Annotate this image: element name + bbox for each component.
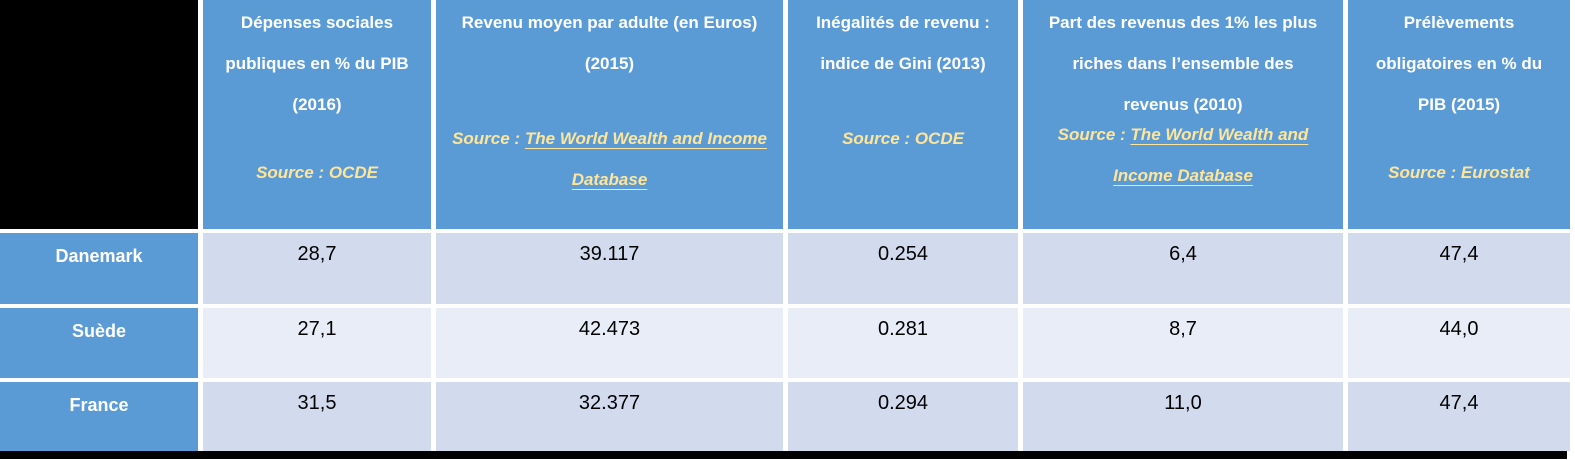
value-cell: 0.294 bbox=[788, 382, 1018, 451]
column-title-line: indice de Gini (2013) bbox=[820, 54, 986, 73]
source-prefix: Source : bbox=[452, 129, 525, 148]
value-cell: 31,5 bbox=[203, 382, 431, 451]
value-cell: 27,1 bbox=[203, 308, 431, 378]
column-title-line: PIB (2015) bbox=[1417, 95, 1501, 114]
column-title: Dépenses sociales publiques en % du PIB … bbox=[203, 0, 431, 125]
column-source: Source : OCDE bbox=[788, 118, 1018, 159]
column-title-line: Prélèvements bbox=[1403, 13, 1515, 32]
column-title: Revenu moyen par adulte (en Euros) (2015… bbox=[436, 0, 783, 84]
value-cell: 47,4 bbox=[1348, 382, 1570, 451]
value-cell: 44,0 bbox=[1348, 308, 1570, 378]
value-cell: 42.473 bbox=[436, 308, 783, 378]
source-prefix: Source : bbox=[842, 129, 915, 148]
column-title-line: riches dans l’ensemble des bbox=[1072, 54, 1294, 73]
column-source: Source : The World Wealth and Income Dat… bbox=[1023, 114, 1343, 196]
corner-cell bbox=[0, 0, 198, 229]
source-prefix: Source : bbox=[1057, 125, 1131, 144]
value-cell: 0.254 bbox=[788, 233, 1018, 304]
value-cell: 47,4 bbox=[1348, 233, 1570, 304]
column-title-line: (2015) bbox=[584, 54, 635, 73]
column-title: Prélèvements obligatoires en % du PIB (2… bbox=[1348, 0, 1570, 125]
value-cell: 0.281 bbox=[788, 308, 1018, 378]
value-cell: 28,7 bbox=[203, 233, 431, 304]
column-header-gini: Inégalités de revenu : indice de Gini (2… bbox=[788, 0, 1018, 229]
source-link[interactable]: The World Wealth and Income Database bbox=[524, 129, 767, 189]
source-name: OCDE bbox=[328, 163, 378, 182]
column-title-line: Dépenses sociales bbox=[240, 13, 394, 32]
column-title-line: Inégalités de revenu : bbox=[816, 13, 990, 32]
column-title-line: Part des revenus des 1% les plus bbox=[1048, 13, 1318, 32]
source-name: Eurostat bbox=[1460, 163, 1530, 182]
column-title-line: obligatoires en % du bbox=[1375, 54, 1543, 73]
source-prefix: Source : bbox=[1388, 163, 1461, 182]
column-title: Inégalités de revenu : indice de Gini (2… bbox=[788, 0, 1018, 84]
column-title-line: publiques en % du PIB bbox=[225, 54, 409, 73]
row-label-suede: Suède bbox=[0, 308, 198, 378]
row-label-danemark: Danemark bbox=[0, 233, 198, 304]
source-name: OCDE bbox=[914, 129, 964, 148]
source-prefix: Source : bbox=[256, 163, 329, 182]
column-header-prelevements: Prélèvements obligatoires en % du PIB (2… bbox=[1348, 0, 1570, 229]
value-cell: 32.377 bbox=[436, 382, 783, 451]
row-label-france: France bbox=[0, 382, 198, 451]
value-cell: 39.117 bbox=[436, 233, 783, 304]
column-title-line: Revenu moyen par adulte (en Euros) bbox=[461, 13, 758, 32]
column-source: Source : OCDE bbox=[203, 152, 431, 193]
column-header-depenses-sociales: Dépenses sociales publiques en % du PIB … bbox=[203, 0, 431, 229]
column-title: Part des revenus des 1% les plus riches … bbox=[1023, 0, 1343, 125]
source-link[interactable]: The World Wealth and Income Database bbox=[1113, 125, 1309, 185]
column-header-part-revenus-1pct: Part des revenus des 1% les plus riches … bbox=[1023, 0, 1343, 229]
value-cell: 8,7 bbox=[1023, 308, 1343, 378]
comparison-table: Dépenses sociales publiques en % du PIB … bbox=[0, 0, 1570, 451]
column-title-line: (2016) bbox=[292, 95, 342, 114]
column-header-revenu-moyen: Revenu moyen par adulte (en Euros) (2015… bbox=[436, 0, 783, 229]
value-cell: 11,0 bbox=[1023, 382, 1343, 451]
bottom-border bbox=[0, 451, 1567, 459]
value-cell: 6,4 bbox=[1023, 233, 1343, 304]
column-source: Source : Eurostat bbox=[1348, 152, 1570, 193]
column-source: Source : The World Wealth and Income Dat… bbox=[436, 118, 783, 200]
column-title-line: revenus (2010) bbox=[1123, 95, 1243, 114]
